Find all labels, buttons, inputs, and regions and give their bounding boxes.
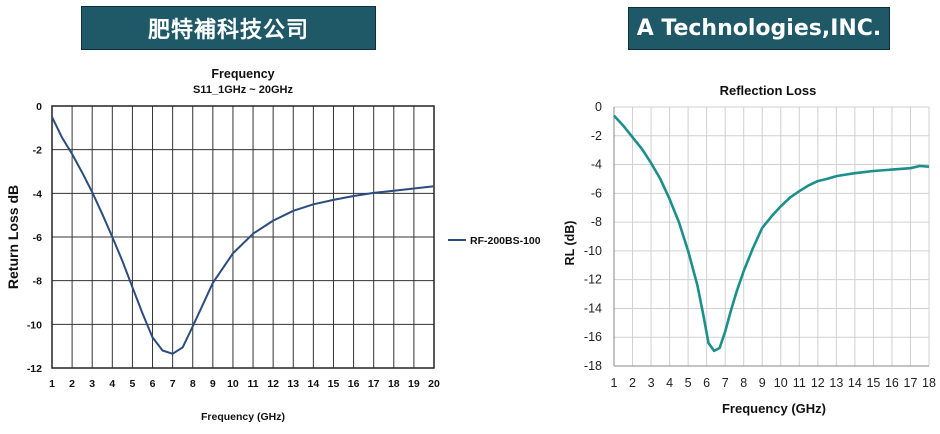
x-tick-label: 1 bbox=[611, 376, 618, 390]
x-tick-label: 12 bbox=[811, 376, 825, 390]
chart-right: 1 2 3 4 5 6 7 8 9 10 11 12 13 14 15 16 17 180-2-4-6-8-10-… bbox=[563, 83, 936, 416]
y-tick-label: -18 bbox=[584, 359, 602, 373]
x-tick-label: 16 bbox=[348, 378, 360, 390]
y-tick-label: -10 bbox=[27, 319, 42, 331]
x-tick-label: 13 bbox=[287, 378, 299, 390]
y-tick-label: -4 bbox=[33, 188, 42, 200]
y-tick-label: -12 bbox=[584, 273, 602, 287]
y-tick-label: 0 bbox=[595, 100, 602, 114]
x-tick-label: 17 bbox=[904, 376, 918, 390]
y-tick-label: 0 bbox=[36, 101, 42, 113]
y-tick-label: -6 bbox=[591, 186, 602, 200]
x-tick-label: 8 bbox=[740, 376, 747, 390]
x-tick-label: 17 bbox=[368, 378, 380, 390]
x-tick-label: 14 bbox=[308, 378, 320, 390]
x-tick-label: 3 bbox=[648, 376, 655, 390]
x-tick-label: 10 bbox=[774, 376, 788, 390]
legend-label: RF-200BS-100 bbox=[470, 235, 541, 247]
x-axis-label: Frequency (GHz) bbox=[201, 411, 285, 423]
x-tick-label: 16 bbox=[885, 376, 899, 390]
company-banner-right: A Technologies,INC. bbox=[628, 7, 890, 50]
x-tick-label: 8 bbox=[190, 378, 196, 390]
x-tick-label: 1 bbox=[49, 378, 55, 390]
y-axis-label: Return Loss dB bbox=[5, 185, 21, 289]
x-tick-label: 15 bbox=[866, 376, 880, 390]
y-tick-label: -6 bbox=[33, 232, 42, 244]
x-tick-label: 6 bbox=[150, 378, 156, 390]
x-tick-label: 2 bbox=[69, 378, 75, 390]
x-axis-label: Frequency (GHz) bbox=[722, 401, 826, 416]
x-tick-label: 4 bbox=[666, 376, 673, 390]
series-line bbox=[51, 116, 435, 355]
y-tick-label: -16 bbox=[584, 330, 602, 344]
x-tick-label: 18 bbox=[388, 378, 400, 390]
x-tick-label: 4 bbox=[109, 378, 115, 390]
x-tick-label: 6 bbox=[703, 376, 710, 390]
y-tick-label: -4 bbox=[591, 158, 602, 172]
y-tick-label: -8 bbox=[591, 215, 602, 229]
chart-left: 1 2 3 4 5 6 7 8 9 10 11 12 13 14 15 16 17 18 19 200-2-4-6-8… bbox=[5, 67, 541, 423]
x-tick-label: 15 bbox=[328, 378, 340, 390]
x-tick-label: 13 bbox=[829, 376, 843, 390]
y-tick-label: -10 bbox=[584, 244, 602, 258]
x-tick-label: 14 bbox=[848, 376, 862, 390]
chart-title: Frequency bbox=[211, 67, 274, 81]
y-tick-label: -8 bbox=[33, 276, 42, 288]
x-tick-label: 20 bbox=[428, 378, 440, 390]
x-tick-label: 2 bbox=[629, 376, 636, 390]
x-tick-label: 7 bbox=[722, 376, 729, 390]
x-tick-label: 11 bbox=[247, 378, 258, 390]
chart-subtitle: S11_1GHz ~ 20GHz bbox=[193, 84, 293, 96]
x-tick-label: 3 bbox=[89, 378, 95, 390]
x-tick-label: 5 bbox=[685, 376, 692, 390]
y-tick-label: -12 bbox=[27, 363, 42, 375]
y-tick-label: -2 bbox=[33, 145, 42, 157]
plot-frame bbox=[51, 105, 435, 369]
chart-title: Reflection Loss bbox=[720, 83, 817, 98]
x-tick-label: 9 bbox=[210, 378, 216, 390]
x-tick-label: 12 bbox=[267, 378, 279, 390]
x-tick-label: 9 bbox=[759, 376, 766, 390]
y-tick-label: -2 bbox=[591, 129, 602, 143]
company-banner-left: 肥特補科技公司 bbox=[81, 6, 376, 50]
y-axis-label: RL (dB) bbox=[563, 221, 577, 266]
x-tick-label: 11 bbox=[793, 376, 806, 390]
y-tick-label: -14 bbox=[584, 301, 602, 315]
x-tick-label: 19 bbox=[408, 378, 420, 390]
x-tick-label: 5 bbox=[129, 378, 135, 390]
x-tick-label: 18 bbox=[922, 376, 936, 390]
x-tick-label: 7 bbox=[170, 378, 176, 390]
x-tick-label: 10 bbox=[227, 378, 239, 390]
series-line bbox=[613, 114, 930, 353]
